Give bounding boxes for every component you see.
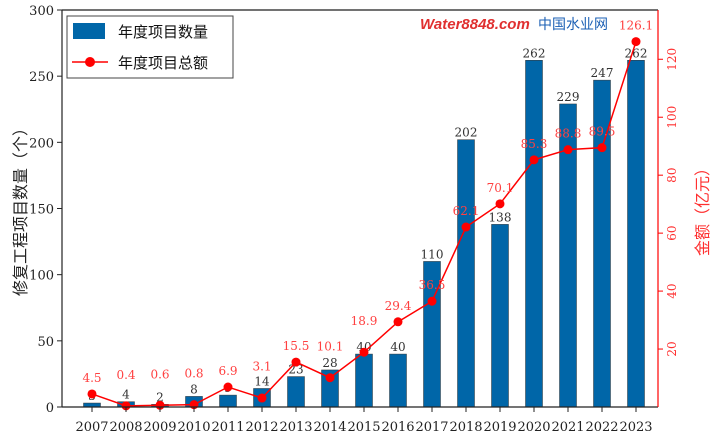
amount-marker: [631, 37, 641, 47]
bar: [355, 353, 373, 408]
amount-value-label: 10.1: [317, 340, 344, 354]
amount-value-label: 15.5: [283, 339, 310, 353]
x-tick-label: 2009: [143, 420, 176, 435]
y2-tick-label: 20: [665, 341, 679, 356]
x-tick-label: 2022: [585, 420, 618, 435]
amount-value-label: 6.9: [218, 364, 237, 378]
x-tick-label: 2008: [109, 420, 142, 435]
bar: [219, 394, 237, 408]
x-tick-label: 2007: [75, 420, 108, 435]
bar-value-label: 28: [322, 356, 337, 370]
amount-value-label: 126.1: [619, 19, 653, 33]
y-tick-label: 300: [29, 4, 54, 19]
y-tick-label: 0: [46, 401, 54, 416]
bar: [287, 376, 305, 408]
bar-value-label: 202: [455, 126, 478, 140]
bar-value-label: 229: [557, 90, 580, 104]
watermark-brand: Water8848.com: [420, 16, 530, 33]
amount-marker: [121, 401, 131, 411]
amount-marker: [427, 296, 437, 306]
x-tick-label: 2018: [449, 420, 482, 435]
amount-value-label: 88.8: [555, 127, 582, 141]
amount-value-label: 89.5: [589, 125, 616, 139]
bar: [457, 139, 475, 408]
amount-marker: [529, 155, 539, 165]
amount-value-label: 3.1: [252, 359, 271, 373]
amount-value-label: 4.5: [82, 371, 101, 385]
bar-value-label: 2: [156, 390, 164, 404]
bar: [525, 60, 543, 408]
amount-value-label: 0.8: [184, 367, 203, 381]
x-tick-label: 2015: [347, 420, 380, 435]
bar-value-label: 14: [254, 374, 270, 388]
amount-marker: [495, 199, 505, 209]
bar: [627, 60, 645, 408]
bar-value-label: 8: [190, 382, 198, 396]
amount-value-label: 36.5: [419, 278, 446, 292]
y2-tick-label: 80: [665, 168, 679, 183]
legend-line-label: 年度项目总额: [118, 54, 208, 72]
x-tick-label: 2017: [415, 420, 448, 435]
amount-value-label: 29.4: [385, 299, 412, 313]
legend-bar-label: 年度项目数量: [118, 23, 208, 41]
y2-tick-label: 60: [665, 225, 679, 240]
amount-marker: [461, 222, 471, 232]
amount-marker: [223, 382, 233, 392]
amount-marker: [359, 347, 369, 357]
amount-value-label: 85.3: [521, 137, 548, 151]
bar-value-label: 138: [489, 210, 512, 224]
bar-value-label: 40: [390, 340, 405, 354]
bar-value-label: 110: [421, 247, 444, 261]
amount-marker: [325, 373, 335, 383]
amount-value-label: 0.6: [150, 367, 169, 381]
x-tick-label: 2021: [551, 420, 584, 435]
bar: [389, 353, 407, 408]
x-tick-label: 2010: [177, 420, 210, 435]
amount-marker: [563, 145, 573, 155]
bar: [491, 224, 509, 408]
legend-bar-swatch: [73, 23, 105, 39]
bar-value-label: 262: [625, 46, 648, 60]
y2-tick-label: 120: [665, 48, 679, 71]
bar-value-label: 4: [122, 388, 130, 402]
bar-value-label: 247: [591, 66, 614, 80]
amount-marker: [597, 143, 607, 153]
amount-value-label: 18.9: [351, 314, 378, 328]
amount-marker: [87, 389, 97, 399]
x-tick-label: 2016: [381, 420, 414, 435]
y2-tick-label: 100: [665, 106, 679, 129]
amount-value-label: 70.1: [487, 181, 514, 195]
amount-marker: [393, 317, 403, 327]
y-tick-label: 250: [29, 70, 54, 85]
watermark-name: 中国水业网: [538, 17, 608, 33]
amount-value-label: 0.4: [116, 368, 135, 382]
y-axis-label: 修复工程项目数量（个）: [11, 120, 30, 296]
y-tick-label: 200: [29, 136, 54, 151]
y-tick-label: 50: [37, 335, 54, 350]
amount-marker: [291, 357, 301, 367]
x-tick-label: 2011: [211, 420, 244, 435]
legend: 年度项目数量 年度项目总额: [66, 15, 234, 79]
amount-marker: [257, 393, 267, 403]
y2-axis-label: 金额（亿元）: [693, 160, 712, 256]
x-tick-label: 2019: [483, 420, 516, 435]
watermark: Water8848.com 中国水业网: [420, 16, 608, 33]
y-tick-label: 100: [29, 269, 54, 284]
x-tick-label: 2023: [619, 420, 652, 435]
x-tick-label: 2014: [313, 420, 346, 435]
legend-line-marker: [85, 57, 95, 67]
y2-tick-label: 40: [665, 283, 679, 298]
y-tick-label: 150: [29, 203, 54, 218]
x-tick-label: 2020: [517, 420, 550, 435]
bar-value-label: 262: [523, 46, 546, 60]
amount-value-label: 62.1: [453, 204, 480, 218]
x-tick-label: 2012: [245, 420, 278, 435]
x-tick-label: 2013: [279, 420, 312, 435]
